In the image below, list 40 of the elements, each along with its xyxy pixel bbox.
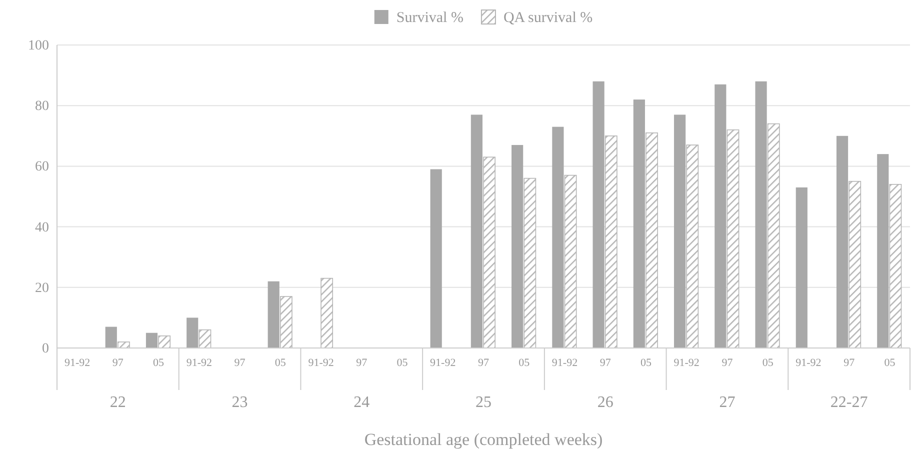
- text: 25: [476, 394, 492, 411]
- x-tick-label: 97: [234, 356, 246, 369]
- bar: [796, 187, 808, 348]
- x-tick-label: 05: [274, 356, 286, 369]
- x-tick-label: 97: [478, 356, 490, 369]
- x-tick-label: 91-92: [430, 356, 456, 369]
- x-tick-label: 05: [518, 356, 530, 369]
- text: 22: [110, 394, 126, 411]
- x-tick-label: 91-92: [552, 356, 578, 369]
- y-tick-label: 60: [35, 160, 49, 175]
- legend-label: QA survival %: [503, 10, 593, 26]
- y-tick-label: 20: [35, 280, 49, 296]
- y-tick-label: 40: [35, 220, 49, 236]
- text: 24: [354, 394, 370, 411]
- x-tick-label: 97: [722, 356, 734, 369]
- x-tick-label: 05: [153, 356, 165, 369]
- x-tick-label: 91-92: [64, 356, 90, 369]
- y-tick-label: 100: [28, 38, 49, 54]
- y-tick-label: 80: [35, 99, 49, 114]
- bar: [320, 278, 334, 348]
- x-tick-label: 91-92: [308, 356, 334, 369]
- x-tick-label: 97: [356, 356, 368, 369]
- x-tick-label: 97: [600, 356, 612, 369]
- x-tick-label: 91-92: [674, 356, 700, 369]
- x-tick-label: 91-92: [186, 356, 212, 369]
- x-tick-label: 05: [762, 356, 774, 369]
- x-axis-title: Gestational age (completed weeks): [364, 430, 603, 449]
- text: 22-27: [830, 394, 868, 411]
- x-tick-label: 05: [640, 356, 652, 369]
- legend-label: Survival %: [396, 10, 464, 26]
- text: 27: [719, 394, 736, 411]
- x-tick-label: 91-92: [796, 356, 822, 369]
- y-tick-label: 0: [42, 341, 49, 356]
- x-tick-label: 05: [884, 356, 896, 369]
- text: 23: [232, 394, 248, 411]
- x-tick-label: 97: [112, 356, 124, 369]
- text: 26: [597, 394, 614, 411]
- x-tick-label: 97: [844, 356, 856, 369]
- bar: [430, 169, 442, 348]
- x-tick-label: 05: [396, 356, 408, 369]
